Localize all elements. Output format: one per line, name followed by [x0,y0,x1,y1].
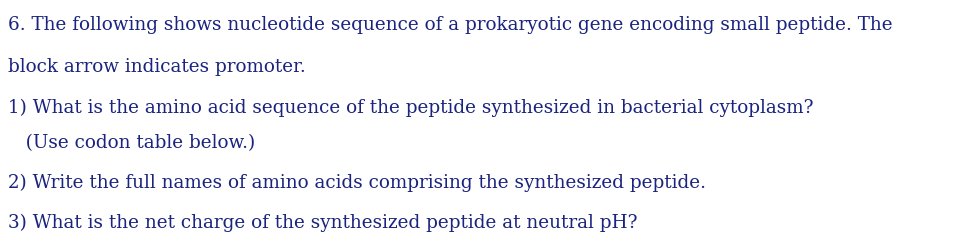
Text: (Use codon table below.): (Use codon table below.) [8,134,255,152]
Text: 6. The following shows nucleotide sequence of a prokaryotic gene encoding small : 6. The following shows nucleotide sequen… [8,16,892,34]
Text: block arrow indicates promoter.: block arrow indicates promoter. [8,58,305,76]
Text: 2) Write the full names of amino acids comprising the synthesized peptide.: 2) Write the full names of amino acids c… [8,174,706,192]
Text: 1) What is the amino acid sequence of the peptide synthesized in bacterial cytop: 1) What is the amino acid sequence of th… [8,98,813,117]
Text: 3) What is the net charge of the synthesized peptide at neutral pH?: 3) What is the net charge of the synthes… [8,214,637,232]
